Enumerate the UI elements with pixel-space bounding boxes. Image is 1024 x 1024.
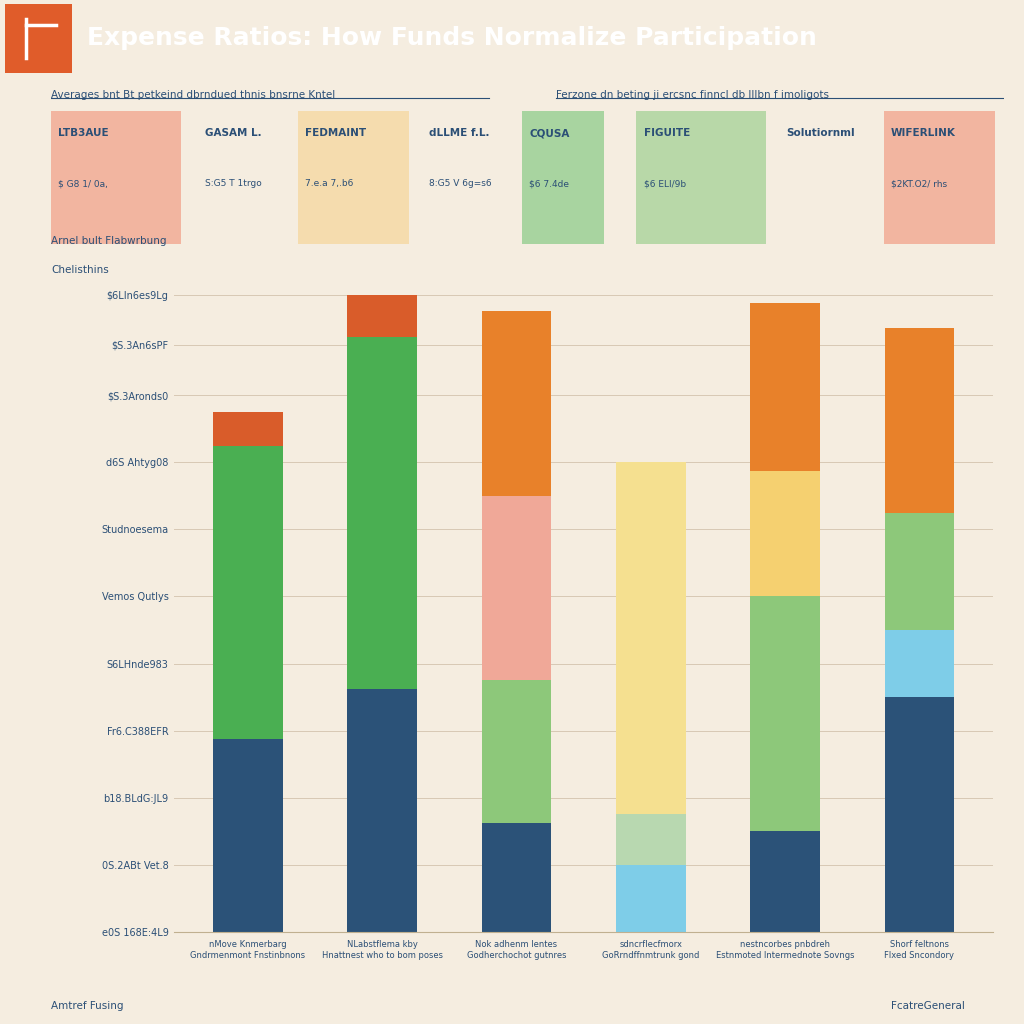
FancyBboxPatch shape	[5, 4, 72, 73]
Text: FEDMAINT: FEDMAINT	[305, 128, 367, 138]
Text: Expense Ratios: How Funds Normalize Participation: Expense Ratios: How Funds Normalize Part…	[87, 27, 817, 50]
Text: Averages bnt Bt petkeind dbrndued thnis bnsrne Kntel: Averages bnt Bt petkeind dbrndued thnis …	[51, 90, 336, 100]
Bar	[615, 864, 686, 932]
Bar	[751, 831, 820, 932]
Text: $6 ELI/9b: $6 ELI/9b	[643, 179, 686, 188]
Text: WIFERLINK: WIFERLINK	[891, 128, 956, 138]
Bar	[213, 445, 283, 739]
Bar	[615, 463, 686, 814]
Text: $ G8 1/ 0a,: $ G8 1/ 0a,	[58, 179, 108, 188]
Bar	[213, 412, 283, 445]
Bar	[347, 337, 417, 689]
Bar	[481, 311, 552, 496]
Text: 8:G5 V 6g=s6: 8:G5 V 6g=s6	[429, 179, 492, 188]
Bar	[347, 295, 417, 337]
FancyBboxPatch shape	[50, 111, 180, 244]
Text: dLLME f.L.: dLLME f.L.	[429, 128, 489, 138]
FancyBboxPatch shape	[636, 111, 766, 244]
Bar	[481, 680, 552, 823]
Text: Chelisthins: Chelisthins	[51, 265, 109, 274]
Text: S:G5 T 1trgo: S:G5 T 1trgo	[206, 179, 262, 188]
Text: 7.e.a 7,.b6: 7.e.a 7,.b6	[305, 179, 354, 188]
Bar	[751, 596, 820, 831]
Text: Arnel bult Flabwrbung: Arnel bult Flabwrbung	[51, 236, 167, 246]
FancyBboxPatch shape	[521, 111, 604, 244]
Bar	[481, 496, 552, 680]
Bar	[481, 823, 552, 932]
Bar	[751, 303, 820, 471]
FancyBboxPatch shape	[298, 111, 410, 244]
Text: FIGUITE: FIGUITE	[643, 128, 690, 138]
Text: Ferzone dn beting ji ercsnc finncl db lllbn f imoligots: Ferzone dn beting ji ercsnc finncl db ll…	[556, 90, 829, 100]
Text: $2KT.O2/ rhs: $2KT.O2/ rhs	[891, 179, 947, 188]
Bar	[615, 814, 686, 864]
Text: CQUSA: CQUSA	[529, 128, 569, 138]
Bar	[213, 739, 283, 932]
Bar	[751, 471, 820, 596]
Text: FcatreGeneral: FcatreGeneral	[891, 1000, 965, 1011]
Bar	[885, 513, 954, 630]
Bar	[885, 697, 954, 932]
FancyBboxPatch shape	[884, 111, 995, 244]
Bar	[885, 630, 954, 697]
Bar	[347, 689, 417, 932]
Text: GASAM L.: GASAM L.	[206, 128, 262, 138]
Text: Amtref Fusing: Amtref Fusing	[51, 1000, 124, 1011]
Text: Solutiornml: Solutiornml	[786, 128, 855, 138]
Text: $6 7.4de: $6 7.4de	[529, 179, 569, 188]
Text: LTB3AUE: LTB3AUE	[58, 128, 109, 138]
Bar	[885, 328, 954, 513]
